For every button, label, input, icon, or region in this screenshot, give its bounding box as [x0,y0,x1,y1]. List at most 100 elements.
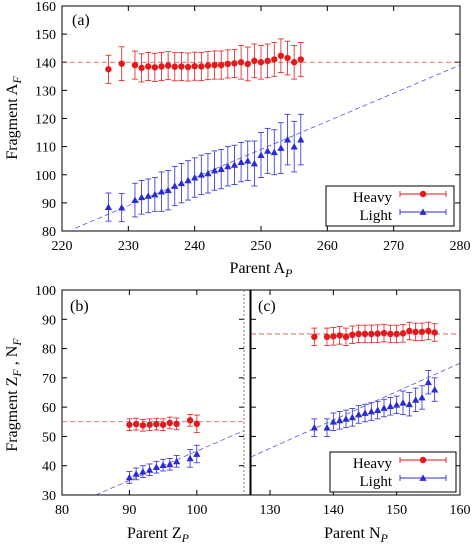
heavy-point [374,330,381,337]
y-tick-label: 80 [42,225,56,240]
legend-heavy-marker [419,190,427,198]
light-point [405,400,413,408]
light-point [329,418,337,425]
panel-c-reference-lines [250,333,461,458]
heavy-point [158,63,165,70]
light-point [374,406,382,413]
panel-a-label: (a) [72,12,90,29]
x-tick-label: 80 [55,503,69,518]
light-point [348,413,356,421]
x-tick-label: 100 [186,503,207,518]
light-point [355,410,363,418]
heavy-point [118,60,125,67]
x-tick-label: 160 [450,503,471,518]
legend-light-marker [419,208,427,215]
light-point [104,203,113,210]
light-point [431,385,439,393]
y-tick-label: 120 [35,113,56,128]
heavy-point [361,330,369,338]
x-tick-label: 280 [450,239,471,254]
light-point [217,165,225,173]
reference-line-light [250,362,461,458]
panel-b-ylabel: Fragment ZF , NF [4,338,24,452]
panel-b-xticks: 80 90 100 [55,290,207,518]
heavy-point [178,63,185,70]
light-point [193,450,201,457]
legend-heavy-marker [419,456,427,464]
light-point [418,393,426,401]
light-point [230,161,239,168]
panel-a-yticks: 80 90 100 110 120 130 140 150 160 [35,0,460,240]
light-point [412,396,420,403]
light-point [336,416,344,424]
panel-b-xlabel: Parent ZP [127,525,190,545]
heavy-point [418,328,426,336]
x-tick-label: 240 [184,239,205,254]
light-point [197,171,205,178]
panel-a-ylabel: Fragment AF [4,76,24,160]
heavy-point [198,63,205,70]
x-tick-label: 250 [251,239,272,254]
light-point [118,204,126,211]
heavy-point [368,330,375,338]
heavy-point [271,56,278,63]
heavy-point [425,327,432,335]
heavy-point [132,420,140,428]
light-point [131,196,139,203]
heavy-point [231,60,238,67]
legend-heavy-label: Heavy [353,190,393,206]
heavy-point [211,61,218,69]
light-point [132,470,140,477]
light-point [164,186,172,194]
heavy-point [138,64,145,72]
panel-c-label: (c) [258,298,276,315]
heavy-point [193,420,201,428]
heavy-point [336,332,343,339]
light-point [399,399,407,406]
heavy-point [349,331,356,339]
heavy-point [330,333,337,340]
light-point [367,407,375,415]
y-tick-label: 100 [35,169,56,184]
y-tick-label: 70 [42,372,56,387]
light-point [297,135,305,143]
panel-c-frame [250,289,461,496]
light-point [237,158,245,165]
legend-light-label: Light [360,208,393,224]
light-point [157,188,166,195]
light-point [361,409,369,416]
legend-light-marker [419,474,427,481]
legend-heavy-label: Heavy [353,456,393,472]
heavy-point [139,422,147,429]
panel-b-series [125,414,201,484]
light-point [323,424,331,431]
heavy-point [393,330,400,338]
light-point [386,402,394,410]
y-tick-label: 50 [42,430,56,445]
heavy-point [323,333,331,341]
heavy-point [244,60,251,68]
panel-c-xlabel: Parent NP [324,525,388,545]
panel-c: (c) 130 140 150 160 Parent NP Heavy Light [250,289,471,545]
panel-a-series [104,38,305,223]
heavy-point [218,61,225,69]
legend-marks [399,456,447,481]
light-point [290,143,298,150]
heavy-point [166,419,174,427]
light-point [277,144,285,151]
heavy-point [399,330,407,337]
heavy-point [387,330,394,338]
heavy-point [311,333,318,341]
panel-a-xticks: 220 230 240 250 260 270 280 [52,6,471,254]
panel-c-series [251,318,460,467]
panel-a: (a) 220 230 240 250 260 270 280 80 90 100 110 120 1… [4,0,471,280]
panel-c-legend: Heavy Light [329,451,457,493]
light-point [191,173,199,181]
heavy-point [153,420,160,428]
y-tick-label: 40 [42,460,56,475]
light-point [139,467,147,475]
x-tick-label: 140 [323,503,344,518]
heavy-point [224,60,232,68]
x-tick-label: 230 [118,239,139,254]
